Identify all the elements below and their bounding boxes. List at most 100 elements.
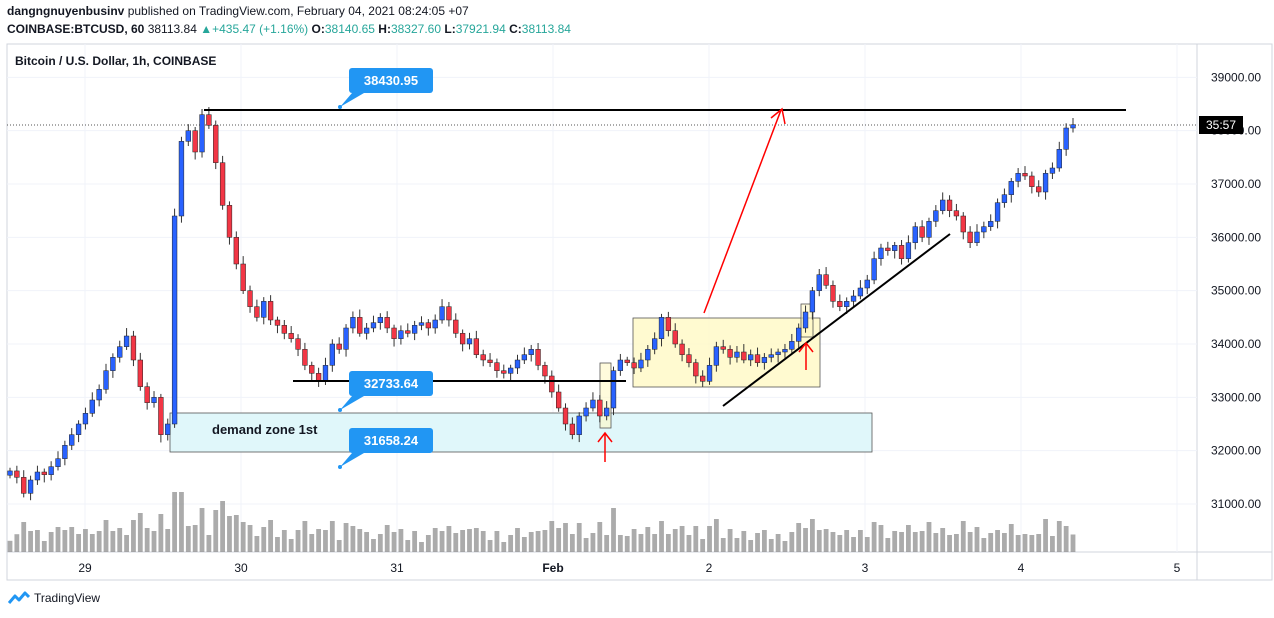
demand-zone-box[interactable]	[169, 412, 873, 453]
candle-body	[610, 370, 617, 409]
projection-arrow-icon[interactable]	[703, 107, 786, 314]
candle-body	[960, 215, 966, 233]
candle-body	[672, 330, 678, 345]
candle-body	[322, 365, 329, 382]
time-tick-label: 30	[234, 561, 248, 575]
candle-body	[1029, 175, 1035, 187]
candle-body	[1049, 167, 1056, 174]
candle-body	[48, 466, 54, 475]
volume-bar	[14, 534, 20, 552]
high-label: H:	[378, 22, 391, 36]
candle-body	[261, 301, 267, 318]
candle-body	[343, 327, 349, 350]
candle-body	[247, 290, 253, 307]
candle-body	[27, 479, 34, 494]
price-callout-low[interactable]: 31658.24	[338, 428, 433, 469]
volume-bar	[316, 529, 322, 552]
time-tick-label: 2	[706, 561, 713, 575]
candle-body	[645, 349, 651, 361]
volume-bar	[679, 526, 685, 552]
volume-bar	[748, 540, 754, 552]
candle-body	[274, 319, 281, 326]
volume-bar	[158, 514, 164, 552]
volume-bar	[830, 532, 836, 552]
trend-line[interactable]	[722, 233, 951, 407]
volume-bar	[28, 531, 33, 552]
breakout-candle-box[interactable]	[599, 362, 612, 429]
volume-bar	[604, 535, 610, 552]
candle-body	[857, 287, 864, 297]
open-value: 38140.65	[324, 22, 375, 36]
candle-body	[521, 354, 528, 361]
volume-bar	[823, 529, 829, 552]
candle-body	[638, 359, 644, 369]
volume-bar	[775, 534, 781, 552]
candle-body	[1015, 173, 1021, 182]
candle-body	[295, 338, 301, 350]
candle-body	[117, 346, 123, 358]
volume-bar	[878, 525, 884, 552]
price-tick-label: 39000.00	[1211, 70, 1261, 84]
candle-body	[96, 389, 102, 401]
brand-name[interactable]: TradingView	[34, 591, 101, 605]
price-axis[interactable]: 31000.00 32000.00 33000.00 34000.00 35000.00…	[1211, 70, 1261, 511]
volume-bar	[21, 522, 27, 552]
chart-frame	[6, 43, 1273, 581]
footer: TradingView	[8, 591, 100, 605]
volume-bar	[1008, 524, 1014, 552]
candle-body	[130, 335, 137, 361]
candle-body	[569, 423, 576, 435]
close-label: C:	[509, 22, 522, 36]
candle-body	[206, 114, 212, 126]
candle-body	[398, 330, 404, 339]
last-price: 38113.84	[147, 22, 197, 36]
price-callout-top[interactable]: 38430.95	[338, 68, 433, 109]
volume-bar	[89, 534, 95, 552]
candle-body	[679, 343, 685, 355]
candle-body	[1008, 181, 1014, 195]
volume-bar	[665, 534, 671, 552]
volume-bar	[1002, 533, 1007, 552]
low-label: L:	[444, 22, 456, 36]
candle-body	[802, 311, 809, 329]
volume-bar	[480, 531, 486, 552]
change-value: +435.47 (+1.16%)	[212, 22, 309, 36]
candle-body	[1070, 124, 1076, 129]
volume-bar	[563, 523, 568, 552]
candle-body	[439, 306, 445, 321]
volume-bar	[542, 530, 548, 552]
volume-bar	[857, 530, 863, 552]
candle-body	[974, 231, 980, 243]
publisher-name[interactable]: dangngnuyenbusinv	[7, 4, 125, 18]
volume-bar	[659, 521, 664, 552]
candle-body	[981, 226, 987, 233]
volume-bar	[933, 533, 939, 552]
consolidation-box[interactable]	[632, 317, 821, 388]
volume-bar	[247, 525, 253, 552]
time-tick-label: 3	[862, 561, 869, 575]
candle-body	[727, 349, 733, 358]
candle-body	[89, 399, 95, 414]
price-callout-mid[interactable]: 32733.64	[338, 371, 433, 412]
volume-bar	[254, 536, 260, 552]
candle-body	[542, 365, 548, 377]
volume-bar	[419, 542, 424, 552]
candle-body	[370, 322, 377, 329]
open-label: O:	[311, 22, 325, 36]
tradingview-logo-icon	[8, 591, 30, 604]
volume-bar	[549, 521, 555, 552]
time-tick-label: 31	[390, 561, 404, 575]
candle-body	[336, 343, 342, 350]
candle-body	[700, 375, 706, 382]
countdown-badge: 35:57	[1199, 116, 1243, 134]
candle-body	[871, 258, 877, 281]
candle-body	[82, 413, 89, 425]
price-tick-label: 34000.00	[1211, 337, 1261, 351]
volume-bar	[755, 533, 760, 552]
time-axis[interactable]: 29 30 31 Feb 2 3 4 5	[78, 561, 1180, 575]
candle-body	[631, 362, 637, 369]
symbol-label[interactable]: COINBASE:BTCUSD, 60	[7, 22, 145, 36]
candle-body	[967, 231, 973, 243]
volume-bar	[405, 540, 411, 552]
